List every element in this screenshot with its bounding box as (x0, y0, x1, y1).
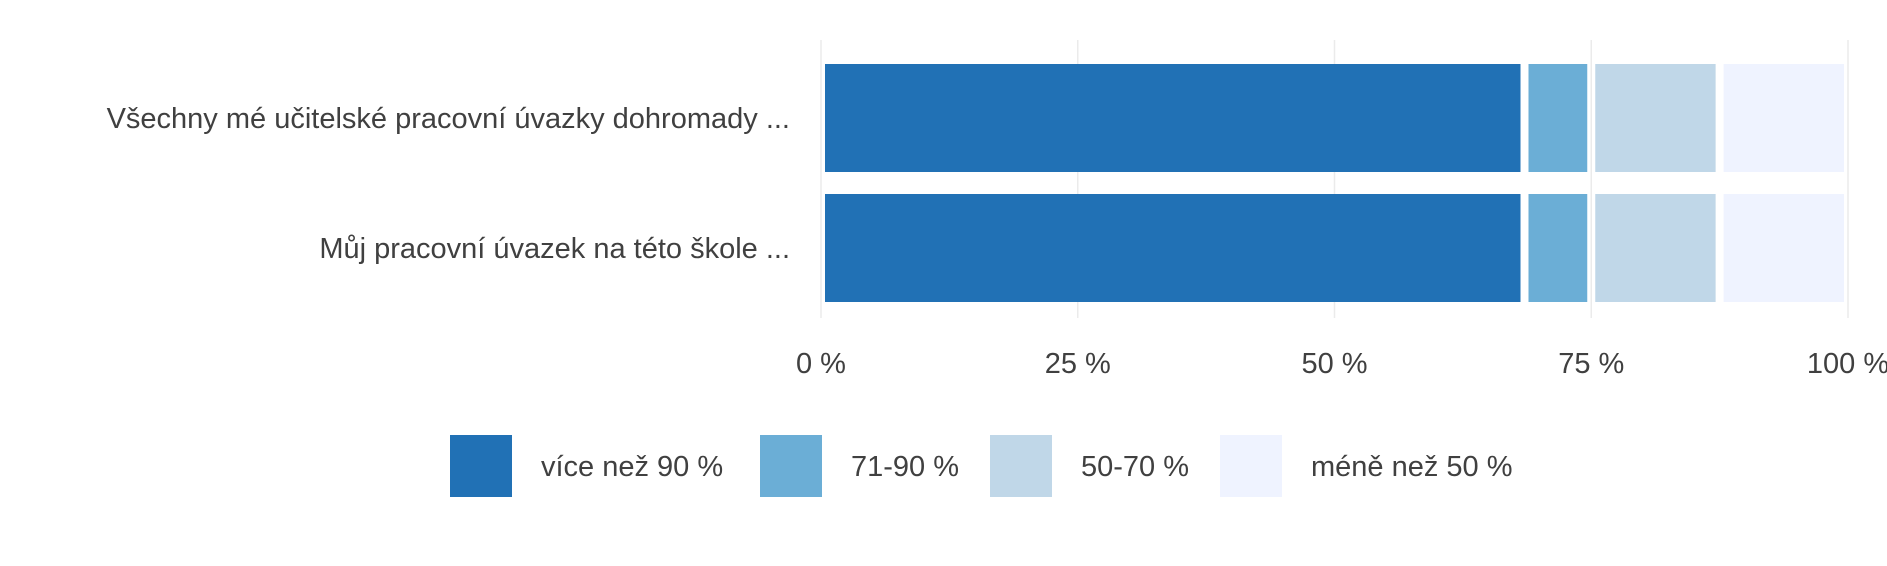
x-tick-label-2: 50 % (1301, 348, 1367, 380)
legend: více než 90 % 71-90 % 50-70 % méně než 50 % (450, 435, 1513, 497)
legend-label-3: méně než 50 % (1311, 451, 1513, 483)
bar-segment-1-3 (1723, 194, 1844, 302)
category-label-1: Můj pracovní úvazek na této škole ... (319, 233, 790, 265)
legend-swatch-0 (450, 435, 512, 497)
category-labels: Všechny mé učitelské pracovní úvazky doh… (107, 103, 790, 265)
x-tick-label-4: 100 % (1807, 348, 1887, 380)
legend-swatch-3 (1220, 435, 1282, 497)
x-axis-ticks: 0 % 25 % 50 % 75 % 100 % (796, 348, 1887, 380)
bar-segment-0-0 (825, 64, 1521, 172)
legend-label-1: 71-90 % (851, 451, 959, 483)
bar-segment-0-2 (1595, 64, 1716, 172)
x-tick-label-3: 75 % (1558, 348, 1624, 380)
bars (825, 64, 1844, 302)
bar-segment-0-1 (1528, 64, 1588, 172)
bar-segment-1-2 (1595, 194, 1716, 302)
x-tick-label-0: 0 % (796, 348, 846, 380)
bar-segment-1-0 (825, 194, 1521, 302)
bar-segment-1-1 (1528, 194, 1588, 302)
legend-swatch-2 (990, 435, 1052, 497)
legend-swatch-1 (760, 435, 822, 497)
legend-label-2: 50-70 % (1081, 451, 1189, 483)
x-tick-label-1: 25 % (1045, 348, 1111, 380)
category-label-0: Všechny mé učitelské pracovní úvazky doh… (107, 103, 790, 135)
bar-segment-0-3 (1723, 64, 1844, 172)
legend-label-0: více než 90 % (541, 451, 723, 483)
